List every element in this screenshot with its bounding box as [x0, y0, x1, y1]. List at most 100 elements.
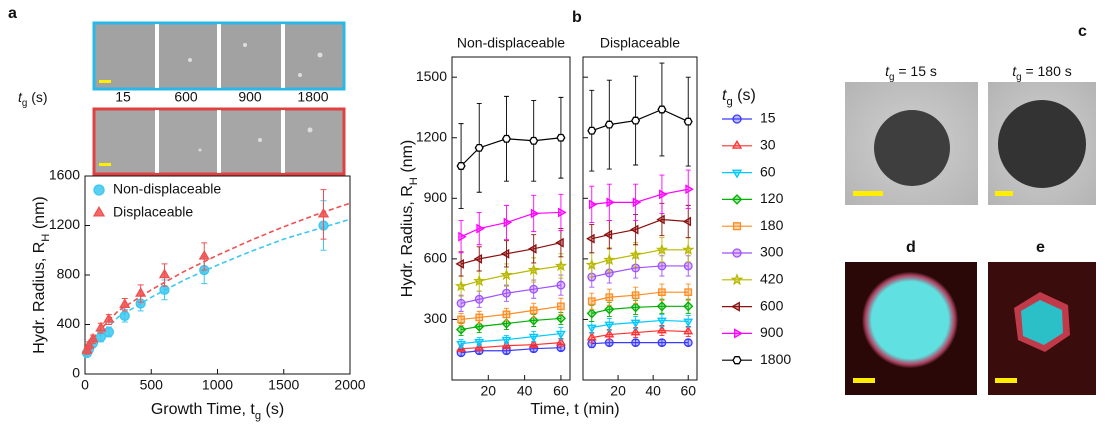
- y-tick-label: 900: [424, 189, 448, 205]
- marker: [587, 297, 596, 306]
- series-line: [461, 332, 561, 345]
- y-tick-label: 1600: [49, 167, 80, 183]
- legend-label: 180: [760, 217, 784, 233]
- marker: [586, 324, 597, 334]
- x-axis-label: Time, t (min): [530, 401, 619, 418]
- marker: [604, 304, 615, 315]
- marker: [657, 338, 667, 348]
- marker: [734, 328, 743, 339]
- marker: [683, 338, 693, 348]
- marker: [528, 338, 539, 348]
- text-part: g: [1016, 72, 1021, 83]
- marker: [604, 120, 614, 129]
- marker: [455, 258, 464, 269]
- error-bar: [659, 283, 665, 301]
- text-part: = 180 s: [1022, 63, 1072, 79]
- legend-label: 120: [760, 190, 784, 206]
- error-bar: [589, 185, 595, 223]
- text-part: Hydr. Radius, R: [31, 242, 48, 354]
- marker: [198, 250, 210, 260]
- error-bar: [558, 297, 564, 315]
- facet-title: Non-displaceable: [457, 35, 565, 51]
- marker: [732, 222, 742, 231]
- marker: [603, 253, 616, 266]
- marker: [658, 288, 666, 297]
- marker: [501, 336, 512, 346]
- error-bar: [458, 312, 464, 326]
- marker: [556, 280, 566, 290]
- image-label: tg = 15 s: [885, 63, 937, 83]
- marker: [682, 216, 692, 227]
- marker: [603, 229, 613, 240]
- marker: [317, 207, 330, 218]
- image-label: tg = 180 s: [1012, 63, 1072, 83]
- series-line: [460, 265, 562, 287]
- marker: [631, 263, 641, 273]
- y-axis-label: Hydr. Radius, RH (nm): [31, 196, 52, 353]
- x-tick-label: 60: [553, 383, 569, 399]
- y-tick-label: 1200: [49, 216, 80, 232]
- marker: [656, 324, 667, 334]
- marker: [659, 189, 668, 200]
- marker: [587, 339, 597, 349]
- marker: [631, 291, 640, 300]
- x-tick-label: 40: [517, 383, 533, 399]
- marker: [501, 134, 512, 143]
- error-bar: [589, 292, 595, 310]
- marker: [682, 243, 695, 256]
- legend-label: 900: [760, 324, 784, 340]
- x-axis-label: Growth Time, tg (s): [151, 401, 284, 422]
- marker: [656, 301, 668, 312]
- marker: [657, 261, 667, 271]
- marker: [630, 319, 641, 329]
- marker: [527, 263, 540, 276]
- strip-time: 1800: [297, 89, 328, 105]
- x-tick-label: 60: [680, 383, 696, 399]
- series-line: [460, 137, 561, 167]
- text-part: t: [1012, 63, 1017, 79]
- marker: [631, 338, 641, 348]
- marker: [555, 237, 564, 248]
- marker: [554, 259, 568, 272]
- marker: [631, 116, 641, 125]
- marker: [87, 332, 99, 343]
- marker: [458, 231, 467, 242]
- marker: [457, 315, 465, 324]
- strip-label: tg (s): [18, 89, 48, 109]
- text-part: Growth Time, t: [151, 401, 256, 418]
- error-bar: [606, 183, 612, 221]
- panel-label: a: [8, 5, 17, 22]
- text-part: = 15 s: [894, 63, 936, 79]
- marker: [81, 343, 93, 354]
- marker: [683, 117, 693, 126]
- marker: [732, 248, 742, 258]
- marker: [103, 313, 115, 323]
- marker: [587, 126, 597, 135]
- legend-label: 1800: [760, 351, 791, 367]
- marker: [558, 207, 567, 218]
- marker: [685, 184, 694, 195]
- error-bar: [476, 246, 482, 272]
- text-part: g: [255, 410, 261, 422]
- marker: [455, 324, 467, 335]
- marker: [656, 214, 665, 225]
- marker: [476, 223, 485, 234]
- panel-label: e: [1036, 239, 1045, 256]
- panel-label: d: [906, 239, 916, 256]
- marker: [529, 284, 539, 294]
- x-tick-label: 2000: [334, 377, 365, 393]
- marker: [731, 139, 743, 149]
- marker: [555, 337, 566, 346]
- error-bar: [589, 224, 595, 254]
- marker: [529, 136, 539, 145]
- plot-frame: [582, 56, 698, 381]
- marker: [456, 162, 466, 170]
- x-tick-label: 1500: [268, 377, 299, 393]
- error-bar: [685, 283, 691, 301]
- marker: [500, 248, 510, 259]
- x-tick-label: 0: [81, 377, 89, 393]
- series-line: [460, 211, 561, 238]
- marker: [92, 206, 106, 217]
- marker: [119, 298, 131, 308]
- text-part: g: [726, 96, 732, 108]
